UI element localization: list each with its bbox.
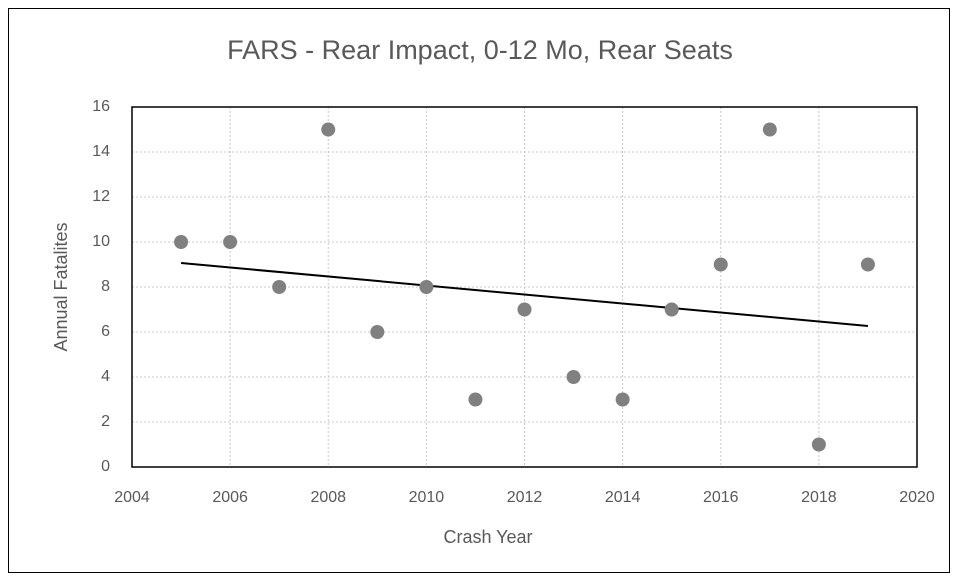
y-tick-label: 14 xyxy=(92,143,110,160)
data-point xyxy=(321,122,336,137)
y-tick-label: 0 xyxy=(101,458,110,475)
data-point xyxy=(370,325,385,339)
data-point xyxy=(762,122,777,137)
x-tick-label: 2010 xyxy=(409,489,445,506)
trendline xyxy=(180,262,869,327)
x-tick-label: 2006 xyxy=(212,489,248,506)
x-tick-label: 2004 xyxy=(114,489,150,506)
y-tick-label: 2 xyxy=(101,413,110,430)
x-tick-label: 2016 xyxy=(703,489,739,506)
y-tick-label: 6 xyxy=(101,323,110,340)
x-axis-label: Crash Year xyxy=(443,527,532,547)
plot-frame xyxy=(131,106,918,468)
x-tick-label: 2014 xyxy=(605,489,641,506)
data-point xyxy=(468,392,483,407)
y-tick-label: 8 xyxy=(101,278,110,295)
data-point xyxy=(272,280,287,294)
data-point xyxy=(419,280,434,294)
y-tick-label: 4 xyxy=(101,368,110,385)
x-tick-label: 2008 xyxy=(310,489,346,506)
data-point xyxy=(860,257,875,272)
x-tick-label: 2020 xyxy=(899,489,935,506)
x-tick-label: 2018 xyxy=(801,489,837,506)
chart-title: FARS - Rear Impact, 0-12 Mo, Rear Seats xyxy=(227,35,733,65)
data-point xyxy=(223,235,238,249)
data-point xyxy=(615,392,630,407)
data-point xyxy=(566,370,581,384)
data-point xyxy=(174,235,189,249)
data-point xyxy=(811,437,826,452)
x-tick-label: 2012 xyxy=(507,489,543,506)
y-tick-label: 16 xyxy=(92,98,110,115)
y-tick-label: 12 xyxy=(92,188,110,205)
data-point xyxy=(517,302,532,317)
data-point xyxy=(713,257,728,272)
data-point xyxy=(664,302,679,317)
y-axis-label: Annual Fatalites xyxy=(51,222,71,351)
y-tick-label: 10 xyxy=(92,233,110,250)
